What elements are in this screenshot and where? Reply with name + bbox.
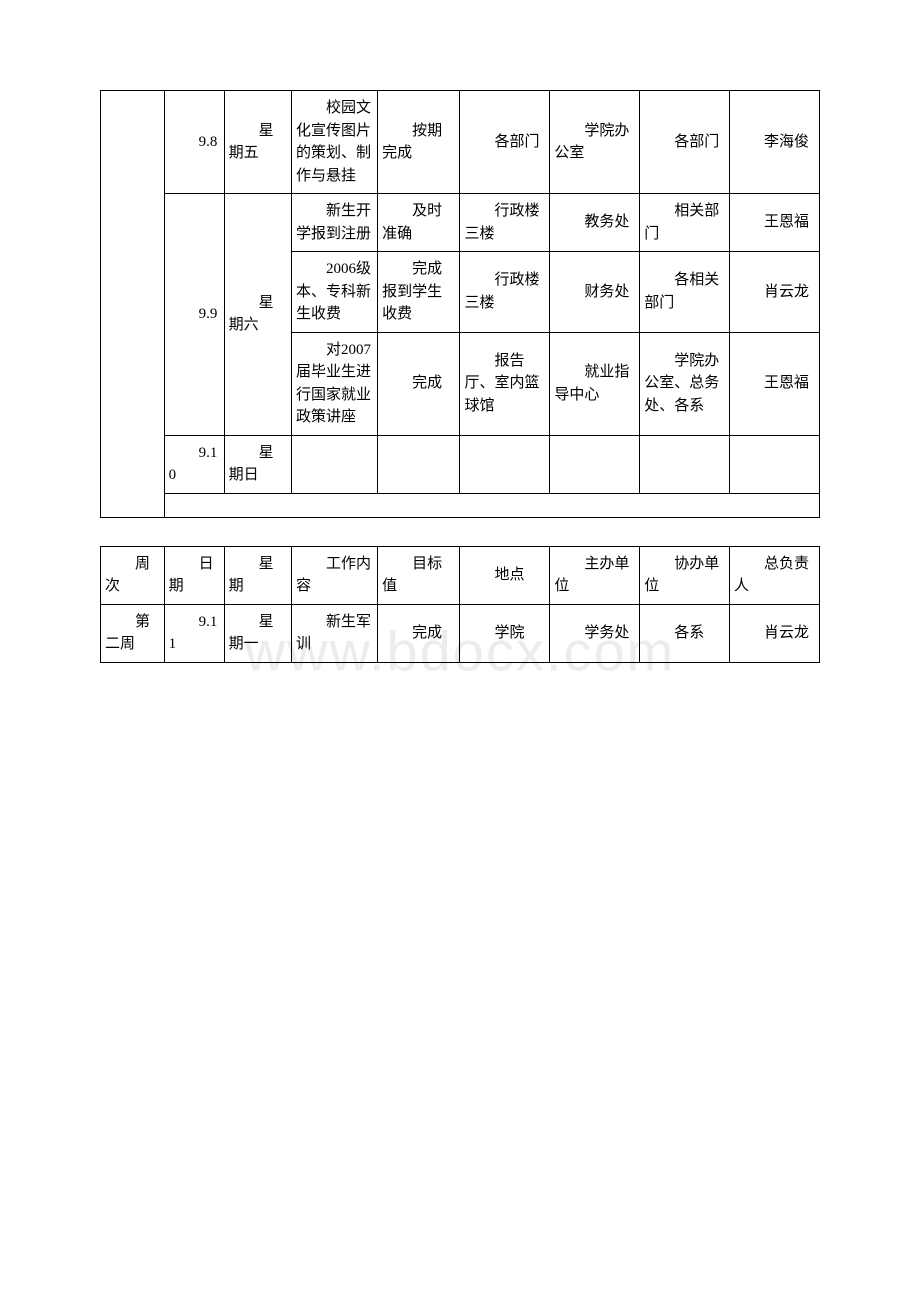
header-host: 主办单位 — [550, 546, 640, 604]
schedule-table-2: 周次 日期 星期 工作内容 目标值 地点 主办单位 协办单位 总负责人 第二周 … — [100, 546, 820, 663]
content-cell: 对2007届毕业生进行国家就业政策讲座 — [291, 332, 377, 435]
weekday-cell: 星期一 — [224, 604, 291, 662]
leader-cell: 李海俊 — [730, 91, 820, 194]
target-cell: 完成 — [378, 332, 460, 435]
table-row: 9.8 星期五 校园文化宣传图片的策划、制作与悬挂 按期完成 各部门 学院办公室… — [101, 91, 820, 194]
header-location: 地点 — [460, 546, 550, 604]
header-assist: 协办单位 — [640, 546, 730, 604]
content-cell: 校园文化宣传图片的策划、制作与悬挂 — [291, 91, 377, 194]
header-week: 周次 — [101, 546, 165, 604]
leader-cell: 王恩福 — [730, 332, 820, 435]
location-cell: 各部门 — [460, 91, 550, 194]
assist-cell: 各相关部门 — [640, 252, 730, 333]
target-cell: 及时准确 — [378, 194, 460, 252]
header-row: 周次 日期 星期 工作内容 目标值 地点 主办单位 协办单位 总负责人 — [101, 546, 820, 604]
target-cell: 按期完成 — [378, 91, 460, 194]
content-cell — [291, 435, 377, 493]
empty-cell — [164, 493, 819, 517]
table-row: 9.10 星期日 — [101, 435, 820, 493]
host-cell: 学院办公室 — [550, 91, 640, 194]
target-cell: 完成报到学生收费 — [378, 252, 460, 333]
location-cell — [460, 435, 550, 493]
week-cell — [101, 91, 165, 518]
content-cell: 新生军训 — [291, 604, 377, 662]
location-cell: 学院 — [460, 604, 550, 662]
content-cell: 2006级本、专科新生收费 — [291, 252, 377, 333]
target-cell: 完成 — [378, 604, 460, 662]
assist-cell — [640, 435, 730, 493]
host-cell — [550, 435, 640, 493]
header-weekday: 星期 — [224, 546, 291, 604]
target-cell — [378, 435, 460, 493]
date-cell: 9.10 — [164, 435, 224, 493]
assist-cell: 相关部门 — [640, 194, 730, 252]
content-cell: 新生开学报到注册 — [291, 194, 377, 252]
date-cell: 9.11 — [164, 604, 224, 662]
date-cell: 9.9 — [164, 194, 224, 436]
location-cell: 行政楼三楼 — [460, 252, 550, 333]
assist-cell: 各部门 — [640, 91, 730, 194]
table-row: 第二周 9.11 星期一 新生军训 完成 学院 学务处 各系 肖云龙 — [101, 604, 820, 662]
location-cell: 报告厅、室内篮球馆 — [460, 332, 550, 435]
document-content: 9.8 星期五 校园文化宣传图片的策划、制作与悬挂 按期完成 各部门 学院办公室… — [100, 90, 820, 663]
assist-cell: 各系 — [640, 604, 730, 662]
header-leader: 总负责人 — [730, 546, 820, 604]
leader-cell — [730, 435, 820, 493]
assist-cell: 学院办公室、总务处、各系 — [640, 332, 730, 435]
leader-cell: 王恩福 — [730, 194, 820, 252]
table-row-empty — [101, 493, 820, 517]
schedule-table-1: 9.8 星期五 校园文化宣传图片的策划、制作与悬挂 按期完成 各部门 学院办公室… — [100, 90, 820, 518]
header-content: 工作内容 — [291, 546, 377, 604]
location-cell: 行政楼三楼 — [460, 194, 550, 252]
table-row: 9.9 星期六 新生开学报到注册 及时准确 行政楼三楼 教务处 相关部门 王恩福 — [101, 194, 820, 252]
header-date: 日期 — [164, 546, 224, 604]
week-cell: 第二周 — [101, 604, 165, 662]
host-cell: 就业指导中心 — [550, 332, 640, 435]
host-cell: 教务处 — [550, 194, 640, 252]
leader-cell: 肖云龙 — [730, 604, 820, 662]
host-cell: 财务处 — [550, 252, 640, 333]
leader-cell: 肖云龙 — [730, 252, 820, 333]
header-target: 目标值 — [378, 546, 460, 604]
table-separator — [100, 518, 820, 546]
weekday-cell: 星期日 — [224, 435, 291, 493]
weekday-cell: 星期五 — [224, 91, 291, 194]
host-cell: 学务处 — [550, 604, 640, 662]
date-cell: 9.8 — [164, 91, 224, 194]
weekday-cell: 星期六 — [224, 194, 291, 436]
